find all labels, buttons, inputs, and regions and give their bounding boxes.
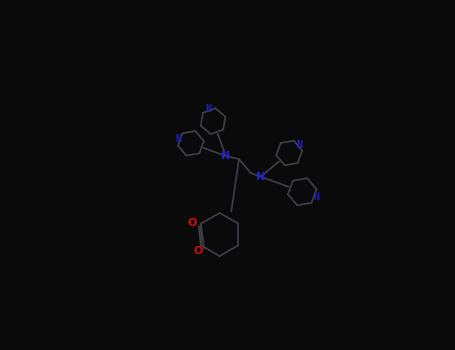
Text: O: O: [193, 246, 202, 257]
Text: N: N: [313, 192, 319, 202]
Text: N: N: [206, 104, 212, 114]
Text: N: N: [176, 134, 182, 144]
Text: N: N: [221, 151, 230, 161]
Text: N: N: [256, 172, 265, 182]
Text: N: N: [296, 140, 302, 149]
Text: O: O: [188, 218, 197, 228]
